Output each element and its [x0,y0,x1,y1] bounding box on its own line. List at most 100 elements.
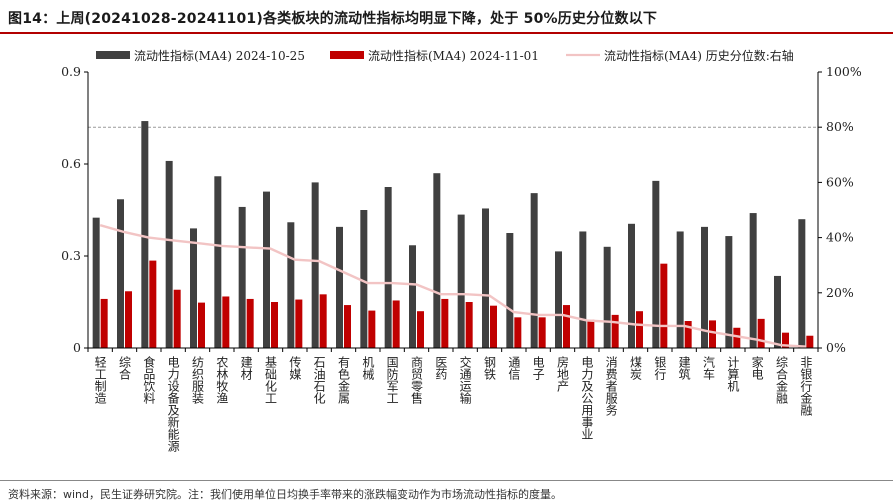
category-label-21: 消费者服务 [604,356,618,416]
bar-series1-12 [384,187,392,348]
bar-series2-1 [125,291,132,348]
bar-series2-9 [319,294,327,348]
legend-label-series-1: 流动性指标(MA4) 2024-10-25 [134,48,305,63]
bar-series1-19 [555,251,562,348]
left-tick-label-2: 0.6 [61,156,81,171]
bar-series2-16 [490,305,497,348]
bar-series2-8 [295,299,303,348]
legend-swatch-series-2 [330,51,364,59]
bar-series1-9 [311,182,319,348]
category-label-11: 机械 [361,356,375,380]
bar-series2-0 [100,298,108,348]
footnote: 资料来源：wind，民生证券研究院。注：我们使用单位日均换手率带来的涨跌幅变动作… [8,488,563,501]
category-label-26: 计算机 [726,356,740,392]
bar-series1-24 [676,231,684,348]
bar-series2-28 [782,332,789,348]
page-title: 图14：上周(20241028-20241101)各类板块的流动性指标均明显下降… [8,11,658,27]
bar-series2-23 [660,263,668,348]
category-label-16: 钢铁 [483,356,497,380]
category-label-3: 电力设备及新能源 [166,356,180,453]
footnote-divider [0,480,893,481]
category-label-24: 建筑 [677,356,691,380]
bar-series1-27 [749,213,757,348]
bar-series1-3 [165,160,173,348]
left-tick-label-0: 0 [73,340,81,355]
bar-series2-7 [271,302,278,348]
bar-series2-21 [611,314,619,348]
category-label-5: 农林牧渔 [215,356,229,404]
bar-series2-11 [368,310,376,348]
bar-series1-0 [92,217,100,348]
bar-series1-26 [725,236,733,348]
left-tick-label-1: 0.3 [61,248,81,263]
bar-series2-20 [587,319,595,348]
bar-series1-5 [214,176,222,348]
bar-series1-15 [457,214,465,348]
category-label-13: 商贸零售 [410,355,424,404]
bar-series1-18 [530,193,538,348]
bar-series2-18 [538,317,546,348]
bar-series2-4 [198,302,205,348]
bar-series1-11 [360,210,368,348]
line-percentile [99,224,806,348]
bar-series1-2 [141,121,149,348]
bar-series1-7 [263,191,270,348]
category-label-10: 有色金属 [337,356,351,405]
category-label-15: 交通运输 [458,355,472,405]
right-tick-label-4: 80% [826,119,854,134]
bar-series2-6 [246,298,254,348]
bar-series1-8 [287,222,295,348]
bar-series2-24 [684,321,692,348]
plot-area: 00.30.60.90%20%40%60%80%100%轻工制造 综合 食品饮料 电力… [61,64,862,453]
bar-series2-25 [709,320,716,348]
category-label-14: 医药 [434,356,448,380]
bar-series1-21 [603,246,611,348]
bar-series2-5 [222,296,230,348]
bar-series2-29 [806,335,814,348]
bar-series1-28 [774,275,781,348]
bar-series1-29 [798,219,806,348]
bar-series2-2 [149,260,157,348]
bar-series1-13 [409,245,416,348]
bar-series1-1 [117,199,124,348]
bar-series1-4 [190,228,197,348]
bar-series1-17 [506,233,514,348]
bar-series2-15 [465,302,473,348]
category-label-28: 综合金融 [775,356,789,405]
legend-swatch-series-1 [96,51,130,59]
bar-series1-23 [652,180,660,348]
bar-series2-22 [636,311,643,348]
legend-label-series-2: 流动性指标(MA4) 2024-11-01 [368,48,539,63]
right-tick-label-5: 100% [826,64,862,79]
bar-series1-20 [579,231,587,348]
category-label-23: 银行 [653,356,667,380]
bar-series2-14 [441,298,449,348]
bar-series2-27 [757,318,765,348]
category-label-29: 非银行金融 [799,356,813,417]
legend-label-series-3: 流动性指标(MA4) 历史分位数:右轴 [604,48,794,63]
right-tick-label-3: 60% [826,174,854,189]
category-label-19: 房地产 [556,355,570,393]
bar-series2-12 [392,300,400,348]
category-label-17: 通信 [507,356,521,381]
bar-series1-16 [482,208,489,348]
chart-canvas: 流动性指标(MA4) 2024-10-25 流动性指标(MA4) 2024-11… [61,48,862,453]
bar-series2-10 [344,305,351,348]
bar-series2-13 [417,311,424,348]
category-label-27: 家电 [750,355,764,380]
left-tick-label-3: 0.9 [61,64,81,79]
category-label-8: 传媒 [288,355,302,380]
right-tick-label-0: 0% [826,340,846,355]
chart-legend: 流动性指标(MA4) 2024-10-25 流动性指标(MA4) 2024-11… [96,48,794,63]
bar-series2-19 [563,305,570,348]
right-tick-label-1: 20% [826,285,854,300]
category-label-9: 石油石化 [312,356,326,405]
category-label-4: 纺织服装 [191,356,205,405]
category-label-2: 食品饮料 [142,355,156,404]
bar-series1-10 [336,226,343,348]
category-label-0: 轻工制造 [93,356,107,404]
category-label-12: 国防军工 [385,356,399,404]
category-label-22: 煤炭 [629,356,643,381]
category-label-18: 电子 [531,356,545,380]
bar-series2-3 [173,289,181,348]
